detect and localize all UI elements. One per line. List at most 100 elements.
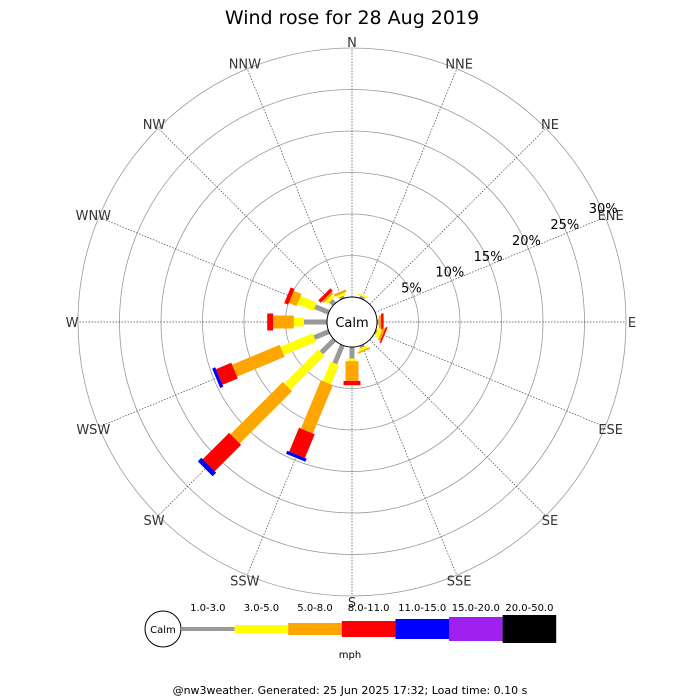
direction-label-wnw: WNW bbox=[76, 209, 112, 224]
spoke-ese bbox=[374, 331, 606, 428]
direction-label-n: N bbox=[347, 36, 357, 51]
direction-labels: N NNE NE ENE E ESE SE SSE S SSW SW WSW W WNW NW NNW bbox=[66, 36, 637, 611]
legend-swatch-11.0-15.0 bbox=[395, 619, 449, 639]
legend-unit: mph bbox=[339, 650, 361, 661]
grid-ring bbox=[243, 213, 461, 431]
bar-ssw-11.0-15.0 bbox=[286, 450, 307, 462]
direction-label-sse: SSE bbox=[447, 575, 472, 590]
bar-ese-8.0-11.0 bbox=[379, 326, 388, 344]
spoke-nnw bbox=[246, 68, 343, 300]
spoke-se bbox=[369, 339, 546, 516]
bar-sse-1.0-3.0 bbox=[359, 344, 365, 349]
bar-ese-5.0-8.0 bbox=[378, 327, 386, 341]
bar-nw-3.0-5.0 bbox=[325, 295, 334, 304]
legend-label: 8.0-11.0 bbox=[348, 603, 390, 614]
legend-label: 1.0-3.0 bbox=[190, 603, 225, 614]
bar-nnw-3.0-5.0 bbox=[336, 292, 346, 299]
bar-sw-11.0-15.0 bbox=[197, 457, 217, 477]
direction-label-s: S bbox=[348, 596, 356, 611]
bar-s-1.0-3.0 bbox=[349, 347, 355, 359]
bar-sse-5.0-8.0 bbox=[357, 347, 371, 354]
bar-wsw-3.0-5.0 bbox=[280, 333, 317, 356]
bar-ese-3.0-5.0 bbox=[374, 328, 383, 338]
spoke-nw bbox=[158, 128, 335, 305]
bar-nne-3.0-5.0 bbox=[358, 293, 368, 299]
bar-ssw-1.0-3.0 bbox=[332, 344, 345, 365]
bar-wnw-8.0-11.0 bbox=[284, 287, 295, 305]
bar-wsw-5.0-8.0 bbox=[232, 344, 285, 377]
bar-nnw-5.0-8.0 bbox=[333, 289, 347, 297]
legend-swatch-1.0-3.0 bbox=[181, 627, 235, 631]
bar-ssw-5.0-8.0 bbox=[300, 380, 333, 434]
bar-nnw-1.0-3.0 bbox=[339, 295, 345, 300]
bar-nw-5.0-8.0 bbox=[322, 292, 333, 303]
ring-label: 5% bbox=[401, 282, 422, 297]
bar-ssw-8.0-11.0 bbox=[289, 427, 315, 458]
legend-swatch-8.0-11.0 bbox=[341, 621, 396, 637]
spoke-ssw bbox=[246, 344, 343, 576]
bar-sw-8.0-11.0 bbox=[202, 432, 242, 472]
footer-text: @nw3weather. Generated: 25 Jun 2025 17:3… bbox=[173, 684, 528, 697]
bar-w-8.0-11.0 bbox=[267, 313, 274, 331]
bar-sw-5.0-8.0 bbox=[230, 382, 292, 444]
legend-swatch-5.0-8.0 bbox=[288, 623, 342, 635]
bar-w-3.0-5.0 bbox=[293, 317, 304, 327]
legend-swatch-15.0-20.0 bbox=[449, 617, 503, 641]
spoke-nne bbox=[361, 68, 458, 300]
legend-swatch-3.0-5.0 bbox=[234, 625, 289, 633]
bar-s-3.0-5.0 bbox=[347, 358, 357, 362]
bar-wsw-1.0-3.0 bbox=[313, 329, 330, 340]
direction-label-ne: NE bbox=[541, 118, 559, 133]
bar-wnw-3.0-5.0 bbox=[297, 295, 317, 311]
wind-bars bbox=[197, 287, 388, 477]
legend-label: 3.0-5.0 bbox=[244, 603, 279, 614]
direction-spokes bbox=[78, 48, 626, 596]
legend-label: 5.0-8.0 bbox=[297, 603, 332, 614]
calm-label: Calm bbox=[335, 316, 368, 331]
direction-label-w: W bbox=[66, 316, 79, 331]
direction-label-nne: NNE bbox=[445, 57, 473, 72]
direction-label-se: SE bbox=[542, 514, 558, 529]
bar-s-5.0-8.0 bbox=[345, 361, 359, 381]
bar-nw-8.0-11.0 bbox=[318, 288, 333, 303]
bar-wnw-5.0-8.0 bbox=[288, 290, 302, 307]
legend-label: 15.0-20.0 bbox=[452, 603, 500, 614]
bar-e-8.0-11.0 bbox=[381, 313, 384, 331]
bar-nne-1.0-3.0 bbox=[359, 295, 365, 300]
bar-w-1.0-3.0 bbox=[303, 319, 327, 325]
bar-sw-1.0-3.0 bbox=[319, 337, 337, 355]
bar-s-8.0-11.0 bbox=[343, 381, 361, 386]
bar-ese-1.0-3.0 bbox=[374, 329, 378, 335]
ring-label: 30% bbox=[589, 202, 618, 217]
bar-ssw-3.0-5.0 bbox=[322, 361, 339, 385]
direction-label-nnw: NNW bbox=[229, 57, 261, 72]
direction-label-ese: ESE bbox=[598, 423, 623, 438]
bar-e-5.0-8.0 bbox=[378, 315, 382, 329]
legend-label: 11.0-15.0 bbox=[398, 603, 446, 614]
bar-w-5.0-8.0 bbox=[273, 315, 294, 329]
legend: Calm 1.0-3.0 3.0-5.0 5.0-8.0 8.0-11.0 11.0-15… bbox=[144, 603, 557, 661]
direction-label-e: E bbox=[628, 316, 636, 331]
ring-labels: 5% 10% 15% 20% 25% 30% bbox=[401, 202, 617, 296]
spoke-wnw bbox=[98, 216, 330, 313]
legend-swatch-20.0-50.0 bbox=[502, 615, 557, 643]
bar-wnw-1.0-3.0 bbox=[314, 304, 330, 315]
ring-label: 25% bbox=[550, 218, 579, 233]
spoke-ene bbox=[374, 216, 606, 313]
bar-sw-3.0-5.0 bbox=[284, 349, 325, 390]
calm-circle: Calm bbox=[326, 296, 378, 348]
ring-label: 10% bbox=[435, 266, 464, 281]
spoke-ne bbox=[369, 128, 546, 305]
direction-label-wsw: WSW bbox=[76, 423, 110, 438]
direction-label-sw: SW bbox=[143, 514, 164, 529]
bar-wsw-11.0-15.0 bbox=[212, 367, 224, 388]
direction-label-ssw: SSW bbox=[230, 575, 260, 590]
bar-wsw-8.0-11.0 bbox=[216, 362, 238, 385]
chart-title: Wind rose for 28 Aug 2019 bbox=[225, 7, 479, 29]
spoke-sse bbox=[361, 344, 458, 576]
legend-calm-label: Calm bbox=[150, 625, 176, 636]
legend-label: 20.0-50.0 bbox=[505, 603, 553, 614]
ring-label: 15% bbox=[474, 250, 503, 265]
bar-sse-3.0-5.0 bbox=[358, 345, 368, 352]
